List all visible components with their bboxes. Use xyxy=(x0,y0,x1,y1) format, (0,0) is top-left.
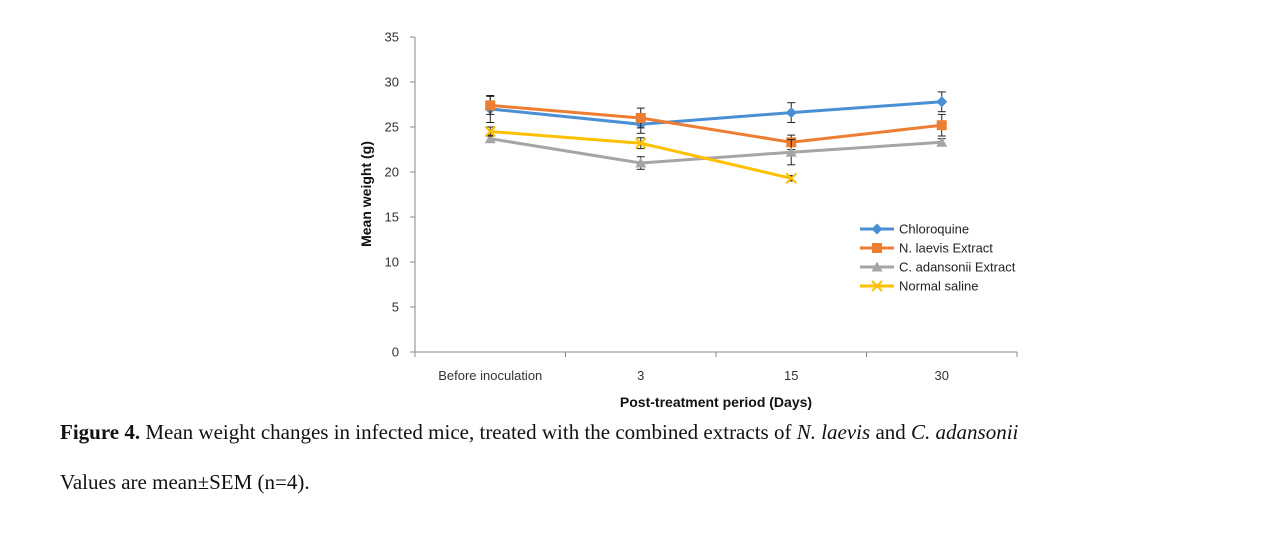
figure-label: Figure 4. xyxy=(60,420,141,444)
legend-item: C. adansonii Extract xyxy=(860,260,1016,275)
data-point xyxy=(785,146,797,157)
data-point xyxy=(484,125,496,138)
x-marker-stroke xyxy=(785,172,797,185)
line-chart: 0 5 10 15 20 25 30 35 Before inoculation 3 15 30 Me… xyxy=(358,30,1018,410)
data-point xyxy=(635,113,646,123)
x-marker-stroke xyxy=(484,125,496,138)
data-point xyxy=(635,157,647,168)
legend-marker xyxy=(871,223,883,235)
x-tick-label: 15 xyxy=(784,368,798,383)
data-point xyxy=(635,137,647,149)
caption-text-1: Mean weight changes in infected mice, tr… xyxy=(140,420,797,444)
x-tick-label: 3 xyxy=(637,368,644,383)
data-point xyxy=(936,120,947,131)
chart-axes: 0 5 10 15 20 25 30 35 Before inoculation 3 15 30 xyxy=(385,30,1018,383)
data-point xyxy=(484,133,496,144)
legend-label: N. laevis Extract xyxy=(899,241,993,256)
x-marker-stroke xyxy=(635,137,647,149)
y-tick-label: 0 xyxy=(392,345,399,360)
y-tick-label: 30 xyxy=(385,75,399,90)
figure-caption-note: Values are mean±SEM (n=4). xyxy=(60,470,310,494)
x-marker-stroke xyxy=(871,280,883,292)
series-line xyxy=(490,100,942,126)
data-point xyxy=(485,100,496,111)
data-point xyxy=(936,96,948,108)
y-tick-label: 35 xyxy=(385,30,399,45)
legend-marker xyxy=(871,261,883,272)
y-tick-label: 25 xyxy=(385,120,399,135)
legend-label: C. adansonii Extract xyxy=(899,260,1016,275)
caption-species-1: N. laevis xyxy=(796,420,871,444)
series-c-adansonii-extract xyxy=(484,133,948,170)
y-axis-title: Mean weight (g) xyxy=(358,141,374,247)
legend-label: Chloroquine xyxy=(899,222,969,237)
figure-caption: Figure 4. Mean weight changes in infecte… xyxy=(60,420,1018,445)
legend-marker xyxy=(872,243,882,253)
y-tick-label: 10 xyxy=(385,255,399,270)
series-chloroquine xyxy=(484,91,948,134)
legend-item: Chloroquine xyxy=(860,222,969,237)
y-tick-label: 15 xyxy=(385,210,399,225)
legend-label: Normal saline xyxy=(899,279,978,294)
chart-series xyxy=(484,91,948,185)
x-tick-label: Before inoculation xyxy=(438,368,542,383)
data-point xyxy=(785,172,797,185)
caption-text-2: and xyxy=(870,420,912,444)
data-point xyxy=(936,136,948,147)
x-axis-title: Post-treatment period (Days) xyxy=(620,394,812,410)
series-n-laevis-extract xyxy=(485,95,947,150)
chart-legend: Chloroquine N. laevis Extract C. adansonii… xyxy=(860,222,1016,294)
legend-marker xyxy=(871,280,883,292)
x-tick-label: 30 xyxy=(935,368,949,383)
series-line xyxy=(490,137,942,165)
legend-item: N. laevis Extract xyxy=(860,241,993,256)
data-point xyxy=(785,107,797,119)
series-line xyxy=(490,103,942,144)
y-tick-label: 20 xyxy=(385,165,399,180)
y-tick-label: 5 xyxy=(392,300,399,315)
caption-species-2: C. adansonii xyxy=(911,420,1019,444)
series-normal-saline xyxy=(484,125,797,185)
legend-item: Normal saline xyxy=(860,279,978,294)
